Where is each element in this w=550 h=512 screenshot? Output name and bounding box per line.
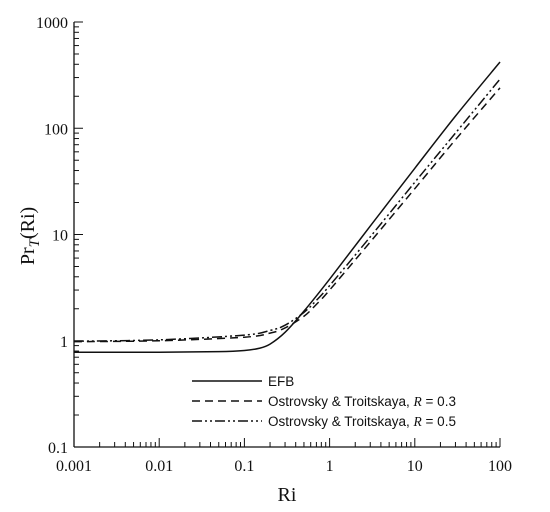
x-tick-label: 100 <box>488 458 512 475</box>
x-tick-label: 0.01 <box>145 458 173 475</box>
x-tick-label: 1 <box>326 458 334 475</box>
tick-labels: 0.001 0.01 0.1 1 10 100 0.1 1 10 100 1000 <box>36 15 512 475</box>
legend-label-2: Ostrovsky & Troitskaya, R = 0.3 <box>268 394 456 409</box>
series-line-3 <box>73 78 501 342</box>
x-tick-label: 0.1 <box>234 458 254 475</box>
series-line-2 <box>73 87 501 343</box>
x-tick-label: 10 <box>407 458 423 475</box>
legend-label-3: Ostrovsky & Troitskaya, R = 0.5 <box>268 414 456 429</box>
series-line-1 <box>73 61 501 354</box>
y-axis-title-main: Pr <box>17 247 39 265</box>
y-tick-label: 100 <box>44 121 68 138</box>
y-axis-title-subscript: T <box>27 237 43 247</box>
y-tick-label: 10 <box>52 228 68 245</box>
y-tick-label: 0.1 <box>48 440 68 457</box>
legend: EFB Ostrovsky & Troitskaya, R = 0.3 Ostrov… <box>192 374 456 429</box>
y-tick-label: 1000 <box>36 15 68 32</box>
y-axis-title: PrT(Ri) <box>17 207 43 265</box>
series-group <box>73 61 501 354</box>
y-axis-title-suffix: (Ri) <box>17 207 39 239</box>
ticks <box>73 21 501 448</box>
x-tick-label: 0.001 <box>56 458 92 475</box>
legend-label-1: EFB <box>268 374 294 389</box>
x-axis-title: Ri <box>278 484 297 506</box>
y-tick-label: 1 <box>60 334 68 351</box>
